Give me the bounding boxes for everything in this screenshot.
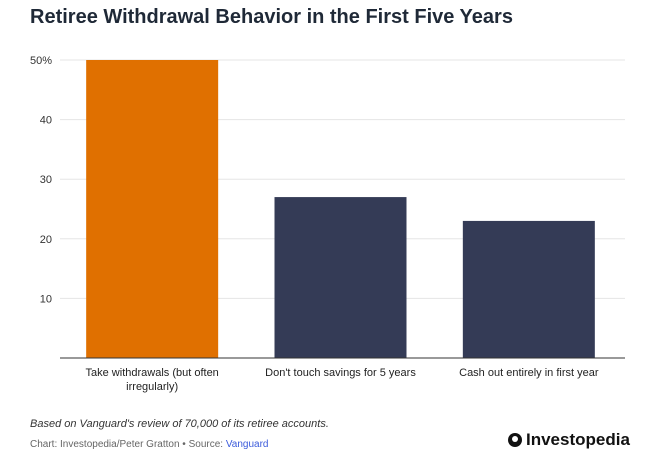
- investopedia-logo-icon: [508, 433, 522, 447]
- bars: [86, 60, 595, 358]
- y-tick-label: 50%: [30, 55, 52, 67]
- chart-title: Retiree Withdrawal Behavior in the First…: [30, 6, 513, 28]
- y-axis-ticks: 10 20 30 40 50%: [30, 55, 52, 305]
- chart-footnote: Based on Vanguard's review of 70,000 of …: [30, 418, 329, 430]
- bar-chart: 10 20 30 40 50% Take withdrawals (but often i…: [30, 55, 625, 393]
- x-category-label: Don't touch savings for 5 years: [265, 367, 416, 379]
- bar: [86, 60, 219, 358]
- chart-credit: Chart: Investopedia/Peter Gratton • Sour…: [30, 439, 268, 450]
- source-link[interactable]: Vanguard: [225, 439, 269, 450]
- y-tick-label: 30: [40, 174, 52, 186]
- y-tick-label: 20: [40, 234, 52, 246]
- x-axis-labels: Take withdrawals (but often irregularly) D…: [86, 367, 599, 393]
- credit-text: Chart: Investopedia/Peter Gratton • Sour…: [30, 439, 226, 450]
- bar: [274, 197, 407, 358]
- bar: [462, 220, 595, 358]
- x-category-label: Cash out entirely in first year: [459, 367, 599, 379]
- x-category-label: Take withdrawals (but often irregularly): [86, 367, 219, 393]
- brand-name: Investopedia: [526, 430, 630, 449]
- brand-logo: Investopedia: [508, 430, 630, 450]
- y-tick-label: 40: [40, 115, 52, 127]
- y-tick-label: 10: [40, 293, 52, 305]
